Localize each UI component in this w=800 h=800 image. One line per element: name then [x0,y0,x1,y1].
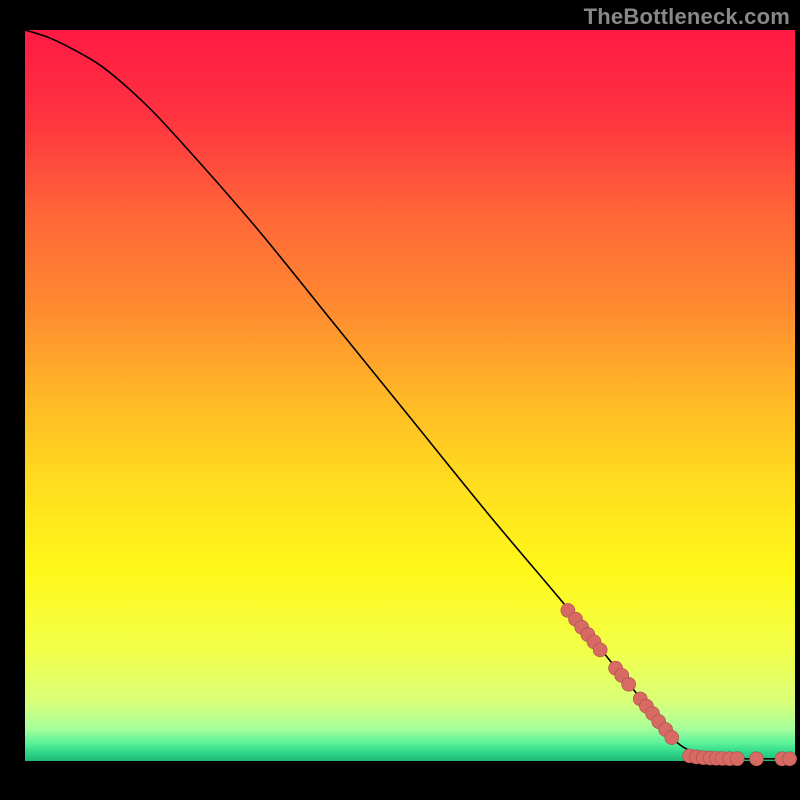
plot-background [25,30,795,761]
curve-marker [783,752,797,766]
bottleneck-chart [0,0,800,800]
chart-stage: { "watermark": { "text": "TheBottleneck.… [0,0,800,800]
curve-marker [593,643,607,657]
curve-marker [622,677,636,691]
curve-marker [750,752,764,766]
curve-marker [665,731,679,745]
curve-marker [730,752,744,766]
